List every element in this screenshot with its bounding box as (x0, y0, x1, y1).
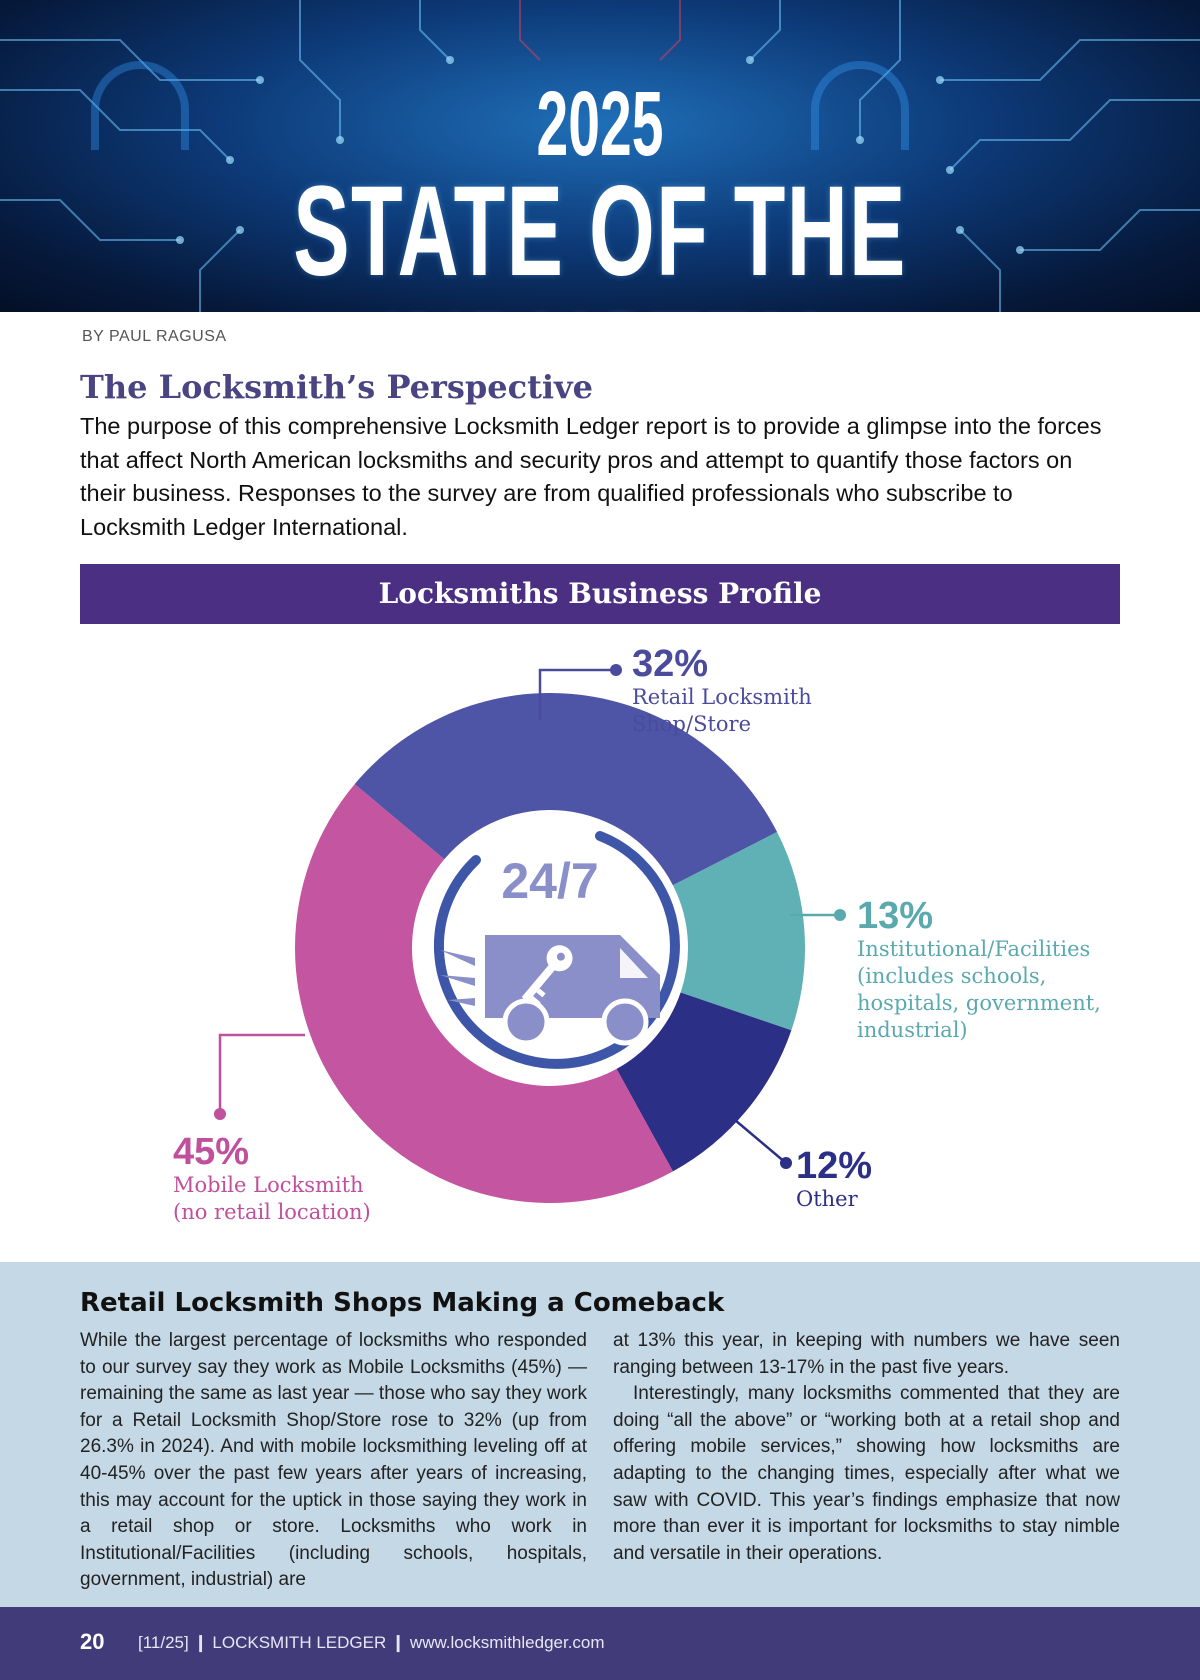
label-mobile-pct: 45% (173, 1131, 250, 1173)
footer-meta: [11/25] ❙ LOCKSMITH LEDGER ❙ www.locksmi… (138, 1633, 605, 1652)
article-section: Retail Locksmith Shops Making a Comeback… (0, 1262, 1200, 1607)
section-title: The Locksmith’s Perspective (80, 368, 593, 406)
label-other-line1: Other (796, 1187, 858, 1211)
article-column-1: While the largest percentage of locksmit… (80, 1328, 587, 1594)
hero-year: 2025 (536, 73, 664, 175)
label-inst-pct: 13% (857, 895, 934, 937)
label-mobile: 45% Mobile Locksmith (no retail location… (173, 1132, 371, 1226)
label-retail: 32% Retail Locksmith Shop/Store (632, 644, 812, 738)
leader-mobile-dot (214, 1108, 226, 1120)
leader-other-dot (780, 1157, 792, 1169)
hero-banner: 2025 STATE OF THE INDUSTRY (0, 0, 1200, 312)
label-retail-line2: Shop/Store (632, 712, 752, 736)
label-inst-line2: (includes schools, (857, 964, 1047, 988)
leader-mobile (218, 1033, 305, 1114)
article-col1-text: While the largest percentage of locksmit… (80, 1330, 587, 1591)
leader-other (734, 1119, 787, 1164)
center-ring-arc (433, 831, 680, 1069)
slice-mobile (294, 784, 673, 1204)
page-footer: 20 [11/25] ❙ LOCKSMITH LEDGER ❙ www.lock… (0, 1607, 1200, 1680)
chart-title-bar: Locksmiths Business Profile (80, 564, 1120, 624)
circuit-background (0, 0, 1200, 312)
slice-other (616, 992, 792, 1172)
intro-paragraph: The purpose of this comprehensive Locksm… (80, 413, 1102, 540)
slice-retail (354, 693, 778, 886)
slice-institutional (672, 831, 806, 1031)
label-other-pct: 12% (796, 1145, 873, 1187)
leader-institutional-dot (834, 909, 846, 921)
label-retail-pct: 32% (632, 643, 709, 685)
page-number: 20 (80, 1629, 105, 1654)
leader-retail-dot (610, 664, 622, 676)
label-other: 12% Other (796, 1146, 872, 1213)
leader-retail (538, 668, 616, 720)
article-title: Retail Locksmith Shops Making a Comeback (80, 1288, 725, 1318)
article-column-2: at 13% this year, in keeping with number… (613, 1328, 1120, 1567)
label-inst-line4: industrial) (857, 1018, 968, 1042)
article-col2-para2: Interestingly, many locksmiths commented… (613, 1383, 1120, 1564)
chart-title: Locksmiths Business Profile (378, 577, 822, 610)
label-mobile-line2: (no retail location) (173, 1200, 371, 1224)
label-inst-line1: Institutional/Facilities (857, 937, 1091, 961)
label-inst-line3: hospitals, government, (857, 991, 1101, 1015)
label-retail-line1: Retail Locksmith (632, 685, 812, 709)
label-institutional: 13% Institutional/Facilities (includes s… (857, 896, 1101, 1044)
byline: BY PAUL RAGUSA (82, 328, 227, 345)
center-emblem: 24/7 (422, 820, 680, 1076)
label-mobile-line1: Mobile Locksmith (173, 1173, 364, 1197)
van-key-icon (440, 935, 660, 1046)
article-col2-para1: at 13% this year, in keeping with number… (613, 1330, 1120, 1378)
center-label: 24/7 (501, 853, 598, 909)
hero-title: STATE OF THE INDUSTRY (293, 160, 907, 313)
donut-chart: 24/7 (214, 664, 846, 1204)
